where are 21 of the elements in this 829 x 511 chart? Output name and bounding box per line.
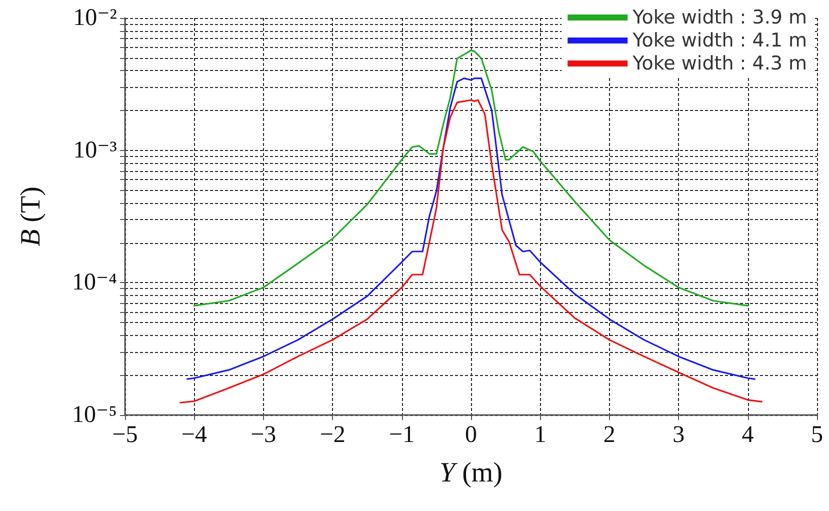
- x-tick-label: 1: [534, 422, 546, 448]
- line-series: [186, 78, 756, 380]
- x-tick-label: 2: [603, 422, 616, 448]
- y-tick-label: 10⁻⁴: [72, 270, 117, 296]
- x-tick-label: 0: [465, 422, 477, 448]
- line-series: [180, 99, 762, 404]
- legend-label: Yoke width : 4.1 m: [632, 30, 808, 52]
- x-tick-label: −3: [250, 422, 276, 448]
- x-tick-label: −4: [181, 422, 207, 448]
- x-axis-title: Y (m): [439, 458, 503, 488]
- legend-label: Yoke width : 3.9 m: [632, 6, 808, 28]
- x-tick-label: −1: [389, 422, 415, 448]
- x-tick-label: −2: [320, 422, 346, 448]
- y-tick-label: 10⁻²: [73, 5, 117, 31]
- x-tick-label: 5: [811, 422, 823, 448]
- y-tick-label: 10⁻³: [73, 137, 117, 164]
- x-tick-label: 3: [672, 422, 685, 448]
- line-series: [193, 50, 749, 306]
- y-axis-title: B (T): [16, 186, 46, 246]
- legend-label: Yoke width : 4.3 m: [632, 52, 808, 74]
- x-tick-label: 4: [742, 422, 754, 448]
